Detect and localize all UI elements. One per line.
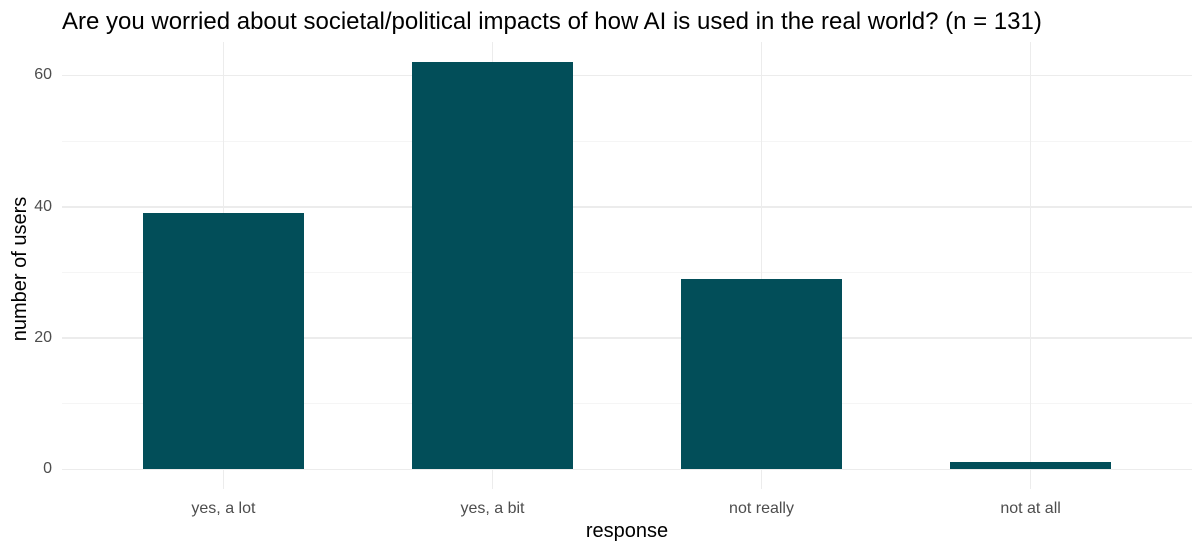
gridline-minor: [62, 403, 1192, 405]
bar-not-at-all: [949, 462, 1112, 469]
x-tick-label: not really: [729, 500, 794, 517]
x-tick-label: yes, a lot: [191, 500, 256, 517]
bar-not-really: [680, 278, 843, 469]
y-tick-label: 40: [34, 197, 52, 215]
gridline-major: [62, 468, 1192, 470]
gridline-major: [62, 206, 1192, 208]
bar-yes-a-bit: [411, 62, 574, 469]
x-axis-title: response: [585, 520, 669, 542]
gridline-major: [62, 337, 1192, 339]
bar-yes-a-lot: [142, 213, 305, 469]
gridline-minor: [62, 272, 1192, 274]
gridline-major-vertical: [760, 42, 763, 489]
x-tick-label: yes, a bit: [460, 500, 525, 517]
gridline-major: [62, 74, 1192, 77]
y-tick-label: 0: [43, 460, 52, 477]
plot-panel: [62, 42, 1192, 489]
chart-title: Are you worried about societal/political…: [62, 8, 1042, 35]
y-tick-label: 20: [34, 328, 52, 346]
x-tick-label: not at all: [1000, 500, 1061, 517]
gridline-minor: [62, 141, 1192, 142]
y-tick-label: 60: [34, 66, 52, 84]
gridline-major-vertical: [1029, 42, 1032, 489]
